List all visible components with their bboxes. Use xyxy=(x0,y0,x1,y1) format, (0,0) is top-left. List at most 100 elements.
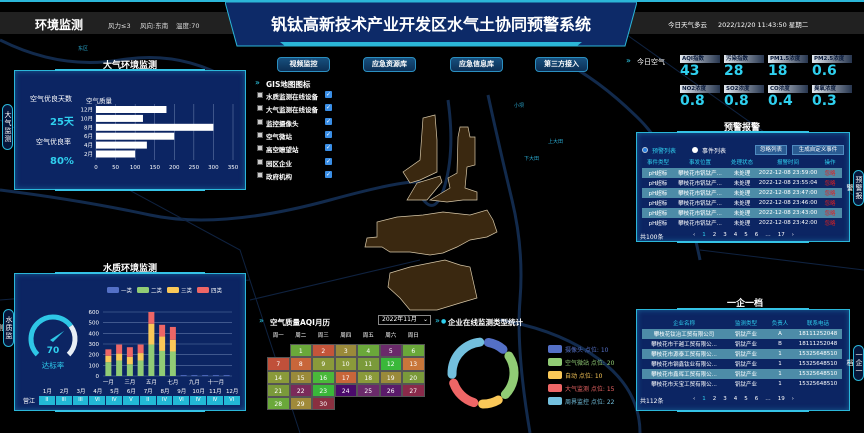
calendar-day[interactable]: 17 xyxy=(334,370,357,384)
create-event-button[interactable]: 生成自定义事件 xyxy=(792,145,844,155)
calendar-day[interactable]: 24 xyxy=(334,383,357,398)
water-monitor-tab[interactable]: 水质监测 xyxy=(0,309,14,347)
calendar-day[interactable]: 8 xyxy=(289,357,312,371)
layer-checkbox[interactable]: ✓ xyxy=(325,157,332,165)
ignore-link[interactable]: 忽略 xyxy=(824,201,836,207)
calendar-day[interactable]: 15 xyxy=(289,370,312,384)
table-row[interactable]: pH超标 攀枝花市钒钛产... 未处理 2022-12-08 23:55:04 忽略 xyxy=(642,178,842,188)
page-link[interactable]: 1 xyxy=(702,396,706,402)
layer-checkbox[interactable]: ✓ xyxy=(325,130,332,138)
layer-checkbox[interactable]: ✓ xyxy=(325,104,332,112)
table-row[interactable]: 攀枝花市钢鑫钛业有限公... 钒钛产业 1 15325648510 xyxy=(642,359,842,369)
bar xyxy=(96,106,167,113)
third-party-button[interactable]: 第三方接入 xyxy=(535,57,588,72)
table-row[interactable]: pH超标 攀枝花市钒钛产... 未处理 2022-12-08 23:42:00 忽略 xyxy=(642,218,842,228)
layer-checkbox[interactable]: ✓ xyxy=(325,170,332,178)
layer-icon xyxy=(257,171,263,178)
layer-checkbox[interactable]: ✓ xyxy=(325,117,332,125)
calendar-day[interactable]: 7 xyxy=(267,357,290,371)
page-link[interactable]: › xyxy=(791,396,794,402)
page-link[interactable]: 6 xyxy=(754,396,759,402)
table-row[interactable]: pH超标 攀枝花市钒钛产... 未处理 2022-12-08 23:47:00 忽略 xyxy=(642,188,842,198)
page-link[interactable]: 2 xyxy=(712,232,717,238)
page-link[interactable]: 3 xyxy=(723,396,727,402)
emergency-info-button[interactable]: 应急信息库 xyxy=(450,57,503,72)
calendar-day[interactable]: 27 xyxy=(402,383,425,398)
calendar-day[interactable]: 10 xyxy=(334,357,357,371)
table-row[interactable]: 攀枝花市干越工贸有限公... 钒钛产业 B 18111252048 xyxy=(642,339,842,349)
calendar-day[interactable]: 28 xyxy=(267,397,290,411)
page-link[interactable]: 1 xyxy=(702,232,706,238)
layer-checkbox[interactable]: ✓ xyxy=(325,144,332,152)
calendar-day[interactable]: 1 xyxy=(289,344,312,358)
calendar-day[interactable]: 21 xyxy=(267,383,290,398)
ignore-link[interactable]: 忽略 xyxy=(824,191,836,197)
table-row[interactable]: 攀枝花市鑫晖工贸有限公... 钒钛产业 1 15325648510 xyxy=(642,369,842,379)
calendar-day[interactable]: 14 xyxy=(267,370,290,384)
page-link[interactable]: … xyxy=(765,396,771,402)
calendar-day[interactable]: 19 xyxy=(379,370,402,384)
ignore-list-button[interactable]: 忽略列表 xyxy=(755,145,787,155)
emergency-resource-button[interactable]: 应急资源库 xyxy=(363,57,416,72)
page-link[interactable]: 17 xyxy=(777,232,785,238)
calendar-day[interactable]: 25 xyxy=(357,383,380,398)
page-link[interactable]: 3 xyxy=(723,232,727,238)
calendar-day[interactable]: 22 xyxy=(289,383,312,398)
calendar-day[interactable]: 13 xyxy=(402,357,425,371)
ignore-link[interactable]: 忽略 xyxy=(824,221,836,227)
calendar-day[interactable]: 23 xyxy=(312,383,335,398)
alerts-tab[interactable]: 预警报警 xyxy=(846,170,864,206)
page-link[interactable]: 4 xyxy=(733,232,738,238)
air-monitor-tab[interactable]: 大气监测 xyxy=(2,104,13,150)
month-select-value: 2022年11月 xyxy=(382,316,417,323)
ignore-link[interactable]: 忽略 xyxy=(824,181,836,187)
calendar-day[interactable]: 3 xyxy=(334,344,357,358)
x-tick-label: 50 xyxy=(112,165,119,171)
calendar-day[interactable]: 12 xyxy=(379,357,402,371)
calendar-day[interactable]: 6 xyxy=(402,344,425,358)
calendar-day[interactable]: 18 xyxy=(357,370,380,384)
month-label: 9月 xyxy=(177,389,187,395)
calendar-day[interactable]: 4 xyxy=(357,344,380,358)
x-tick-label: 十一月 xyxy=(208,378,225,386)
table-cell: 1 xyxy=(778,351,782,357)
month-label: 7月 xyxy=(143,389,153,395)
calendar-day[interactable]: 5 xyxy=(379,344,402,358)
calendar-day[interactable]: 11 xyxy=(357,357,380,371)
calendar-day[interactable]: 2 xyxy=(312,344,335,358)
ignore-link[interactable]: 忽略 xyxy=(824,171,836,177)
table-row[interactable]: pH超标 攀枝花市钒钛产... 未处理 2022-12-08 23:46:00 忽略 xyxy=(642,198,842,208)
page-link[interactable]: 6 xyxy=(754,232,759,238)
table-row[interactable]: 攀枝花市源泰工贸有限公... 钒钛产业 1 15325648510 xyxy=(642,349,842,359)
calendar-day[interactable]: 20 xyxy=(402,370,425,384)
page-link[interactable]: 19 xyxy=(777,396,785,402)
ignore-link[interactable]: 忽略 xyxy=(824,211,836,217)
page-link[interactable]: … xyxy=(765,232,771,238)
page-link[interactable]: ‹ xyxy=(693,232,696,238)
calendar-day[interactable]: 9 xyxy=(312,357,335,371)
month-label: 4月 xyxy=(93,389,103,395)
page-link[interactable]: ‹ xyxy=(693,396,696,402)
enterprise-tab[interactable]: 一企一档 xyxy=(846,345,864,381)
month-select[interactable]: 2022年11月 ⌄ xyxy=(378,315,431,325)
table-row[interactable]: pH超标 攀枝花市钒钛产... 未处理 2022-12-08 23:43:00 忽略 xyxy=(642,208,842,218)
video-monitor-button[interactable]: 视频监控 xyxy=(277,57,330,72)
page-link[interactable]: 4 xyxy=(733,396,738,402)
alert-list-radio[interactable] xyxy=(642,147,648,153)
calendar-day[interactable]: 26 xyxy=(379,383,402,398)
table-header: 事件类型 事发位置 处理状态 报警时间 操作 xyxy=(642,157,842,167)
layer-checkbox[interactable]: ✓ xyxy=(325,91,332,98)
x-tick-label: 一月 xyxy=(103,379,114,386)
event-list-radio[interactable] xyxy=(692,147,698,153)
table-row[interactable]: 攀枝花钛冶工贸有限公司 钒钛产业 A 18111252048 xyxy=(642,329,842,339)
page-link[interactable]: 5 xyxy=(744,232,748,238)
table-row[interactable]: pH超标 攀枝花市钒钛产... 未处理 2022-12-08 23:59:00 忽略 xyxy=(642,168,842,178)
page-link[interactable]: › xyxy=(791,232,794,238)
page-link[interactable]: 2 xyxy=(712,396,717,402)
calendar-day[interactable]: 30 xyxy=(312,397,335,411)
table-row[interactable]: 攀枝花市天宝工贸有限公... 钒钛产业 1 15325648510 xyxy=(642,379,842,389)
calendar-day[interactable]: 16 xyxy=(312,370,335,384)
calendar-day[interactable]: 29 xyxy=(289,397,312,411)
page-link[interactable]: 5 xyxy=(744,396,748,402)
